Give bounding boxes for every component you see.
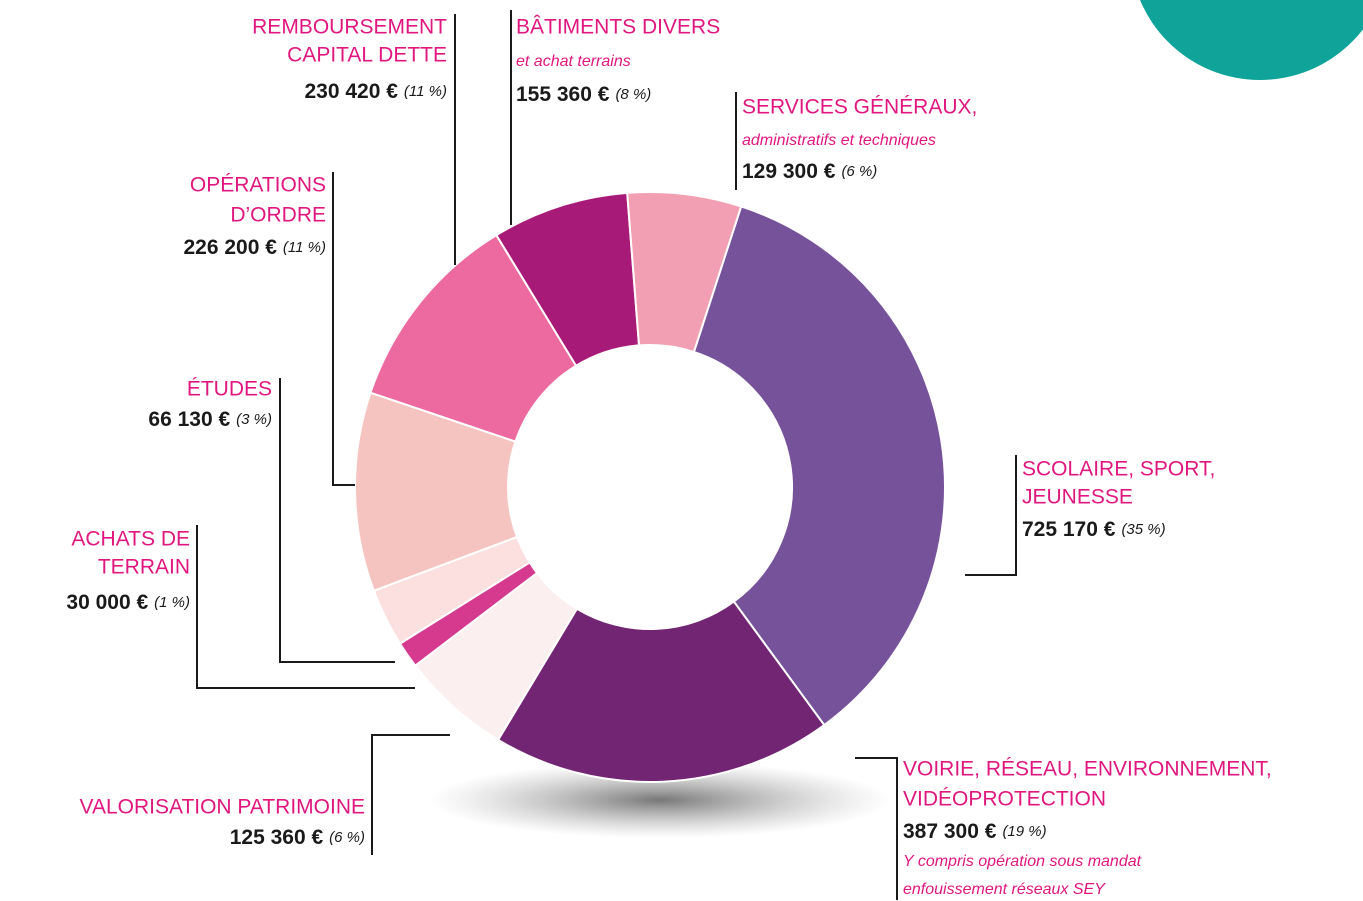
category-label: VIDÉOPROTECTION — [903, 788, 1106, 811]
category-label: SERVICES GÉNÉRAUX, — [742, 96, 977, 119]
note: enfouissement réseaux SEY — [903, 881, 1106, 898]
note: et achat terrains — [516, 53, 631, 70]
value-text: 230 420 € (11 %) — [304, 80, 447, 103]
slice — [369, 233, 578, 443]
value-label: 226 200 € — [183, 236, 277, 259]
leader-line — [196, 525, 415, 689]
leader-line — [332, 172, 355, 486]
value-text: 66 130 € (3 %) — [148, 408, 272, 431]
slice — [354, 391, 519, 593]
category-label: TERRAIN — [98, 556, 190, 579]
percentage-label: (11 %) — [404, 83, 447, 100]
note: administratifs et techniques — [742, 132, 936, 149]
percentage-label: (1 %) — [154, 594, 190, 611]
value-text: 30 000 € (1 %) — [66, 591, 190, 614]
value-text: 725 170 € (35 %) — [1022, 518, 1166, 541]
percentage-label: (3 %) — [236, 411, 272, 428]
value-label: 155 360 € — [516, 83, 610, 106]
slice — [626, 191, 743, 354]
value-label: 30 000 € — [66, 591, 148, 614]
note: Y compris opération sous mandat — [903, 853, 1142, 870]
percentage-label: (35 %) — [1121, 521, 1165, 538]
percentage-label: (8 %) — [615, 86, 651, 103]
leader-line — [371, 734, 450, 855]
value-text: 387 300 € (19 %) — [903, 820, 1047, 843]
category-label: JEUNESSE — [1022, 486, 1133, 509]
percentage-label: (6 %) — [329, 829, 365, 846]
category-label: VOIRIE, RÉSEAU, ENVIRONNEMENT, — [903, 758, 1272, 781]
value-text: 155 360 € (8 %) — [516, 83, 651, 106]
value-label: 129 300 € — [742, 160, 836, 183]
donut — [354, 191, 946, 783]
labels: SCOLAIRE, SPORT, JEUNESSE 725 170 € (35 %) V… — [66, 10, 1272, 900]
category-label: VALORISATION PATRIMOINE — [80, 796, 365, 819]
category-label: SCOLAIRE, SPORT, — [1022, 458, 1215, 481]
percentage-label: (19 %) — [1002, 823, 1046, 840]
leader-line — [279, 378, 395, 663]
value-text: 226 200 € (11 %) — [183, 236, 326, 259]
category-label: REMBOURSEMENT — [252, 16, 447, 39]
leader-line — [855, 757, 898, 900]
percentage-label: (6 %) — [841, 163, 877, 180]
value-label: 125 360 € — [230, 826, 324, 849]
category-label: OPÉRATIONS — [190, 174, 326, 197]
percentage-label: (11 %) — [283, 239, 326, 256]
value-label: 725 170 € — [1022, 518, 1116, 541]
value-text: 129 300 € (6 %) — [742, 160, 877, 183]
shadow — [430, 762, 890, 838]
value-label: 387 300 € — [903, 820, 997, 843]
slice — [496, 600, 826, 783]
value-label: 66 130 € — [148, 408, 230, 431]
category-label: CAPITAL DETTE — [287, 44, 447, 67]
decor-circle — [1140, 0, 1363, 80]
category-label: ÉTUDES — [187, 378, 272, 401]
category-label: ACHATS DE — [71, 528, 190, 551]
value-label: 230 420 € — [304, 80, 398, 103]
slice — [692, 205, 946, 727]
category-label: D’ORDRE — [230, 204, 326, 227]
category-label: BÂTIMENTS DIVERS — [516, 16, 720, 39]
leader-line — [965, 455, 1017, 576]
value-text: 125 360 € (6 %) — [230, 826, 365, 849]
